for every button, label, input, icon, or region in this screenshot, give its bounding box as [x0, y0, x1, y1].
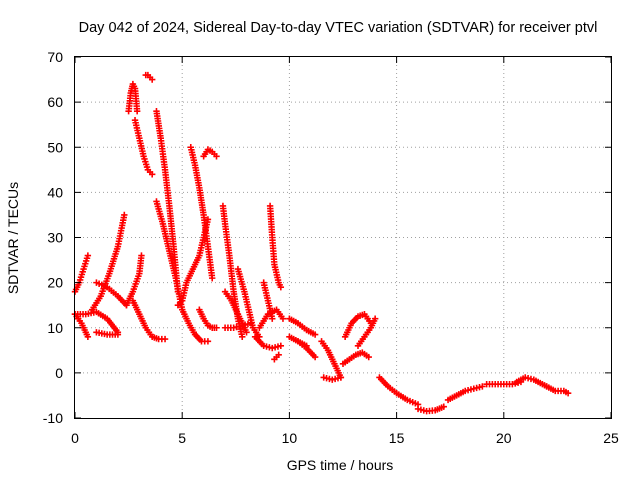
series-arc-33: [339, 349, 372, 368]
series-arc-10: [142, 71, 156, 83]
x-tick-label: 0: [71, 430, 79, 446]
series-arc-17: [200, 146, 220, 160]
series-arc-36: [376, 374, 422, 408]
data-point: [84, 252, 92, 259]
series-arc-11: [131, 116, 156, 178]
data-point: [311, 331, 319, 338]
series-arc-14: [174, 216, 212, 309]
data-point: [148, 171, 156, 178]
data-point: [269, 315, 276, 322]
series-arc-25: [266, 202, 285, 291]
series-arc-4: [93, 329, 122, 338]
data-point: [209, 274, 216, 282]
data-point: [161, 335, 169, 343]
y-tick-label: 30: [47, 230, 63, 246]
series-arc-30: [294, 338, 319, 361]
data-point: [564, 389, 572, 397]
series-arc-41: [543, 383, 572, 397]
series-arc-27: [271, 351, 282, 363]
data-point: [121, 211, 128, 219]
data-point: [275, 351, 282, 359]
y-tick-label: 20: [47, 275, 63, 291]
data-point: [138, 252, 145, 259]
series-arc-35: [354, 315, 379, 349]
data-point: [371, 315, 379, 322]
y-tick-label: -10: [43, 410, 63, 426]
data-point: [311, 353, 319, 361]
data-point: [277, 342, 285, 349]
data-point: [213, 153, 220, 160]
x-tick-label: 10: [282, 430, 298, 446]
series-arc-21: [221, 288, 250, 336]
series-arc-18: [196, 306, 220, 331]
y-tick-label: 60: [47, 94, 63, 110]
x-tick-label: 25: [603, 430, 619, 446]
series-arc-26: [260, 279, 276, 322]
series-arc-40: [513, 374, 550, 390]
y-tick-label: 70: [47, 49, 63, 65]
x-axis-label: GPS time / hours: [287, 457, 394, 473]
data-point: [279, 315, 287, 322]
y-tick-label: 0: [55, 365, 63, 381]
series-arc-5: [88, 211, 128, 313]
y-tick-label: 10: [47, 320, 63, 336]
x-tick-label: 5: [178, 430, 186, 446]
x-tick-label: 15: [389, 430, 405, 446]
data-point: [243, 329, 250, 336]
series-arc-13: [153, 198, 186, 313]
y-axis-label: SDTVAR / TECUs: [5, 182, 21, 294]
data-point: [337, 374, 345, 381]
series-arc-9: [129, 297, 169, 343]
series-arc-15: [179, 306, 212, 345]
grid: [75, 57, 611, 418]
data-point: [479, 383, 486, 390]
data-markers: [71, 71, 572, 415]
series-arc-16: [187, 144, 216, 282]
data-point: [277, 283, 285, 291]
data-point: [440, 403, 447, 410]
y-tick-label: 50: [47, 139, 63, 155]
series-arc-7: [123, 252, 145, 309]
data-point: [133, 107, 141, 115]
data-point: [84, 333, 92, 340]
chart-title: Day 042 of 2024, Sidereal Day-to-day VTE…: [79, 20, 598, 36]
series-arc-8: [125, 80, 141, 115]
data-point: [114, 331, 122, 338]
plot-frame: [74, 56, 612, 419]
data-point: [365, 353, 372, 361]
data-point: [239, 333, 246, 340]
y-tick-label: 40: [47, 184, 63, 200]
series-arc-28: [286, 315, 319, 338]
x-tick-label: 20: [496, 430, 512, 446]
data-point: [213, 324, 220, 331]
series-arc-32: [320, 374, 345, 383]
data-point: [148, 76, 156, 83]
data-point: [204, 338, 212, 345]
axis-ticks: 0 5 10 15 20 25 -10 0 10 20 30 40 50 60 70: [43, 49, 619, 446]
series-arc-22: [234, 265, 263, 340]
series-arc-31: [318, 338, 345, 381]
series-arc-38: [444, 383, 486, 404]
series-arc-23: [251, 333, 285, 352]
series-arc-37: [414, 403, 447, 415]
